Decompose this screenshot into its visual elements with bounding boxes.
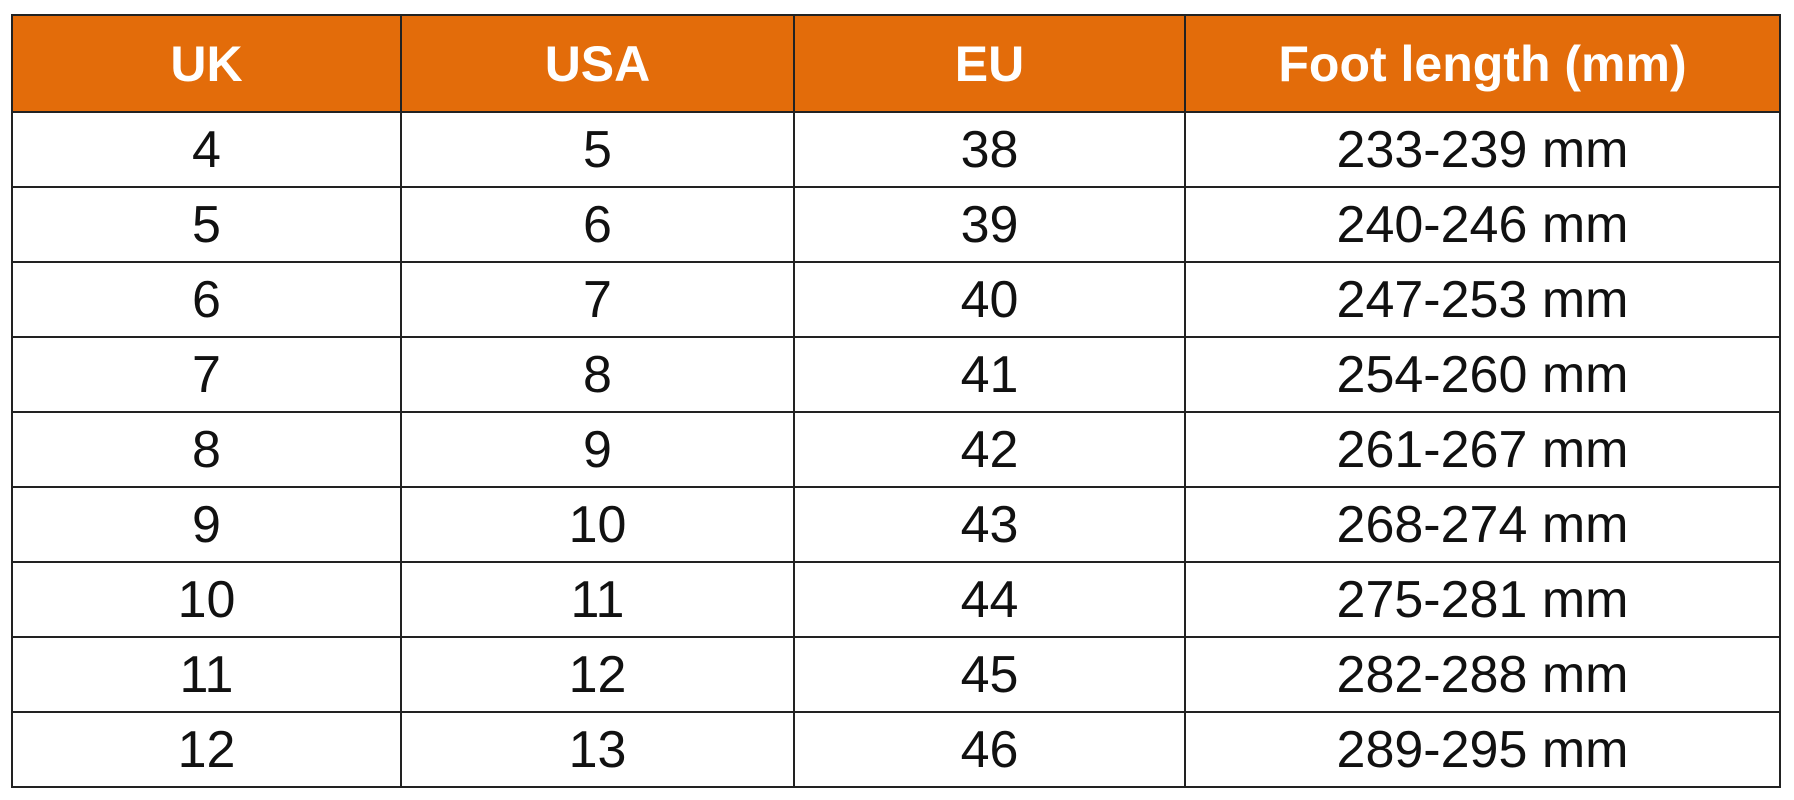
table-cell: 41 [793,336,1186,413]
header-row: UK USA EU Foot length (mm) [11,14,1781,113]
table-cell: 44 [793,561,1186,638]
header-cell: Foot length (mm) [1184,14,1781,113]
table-cell: 46 [793,711,1186,788]
table-cell: 6 [11,261,402,338]
table-cell: 261-267 mm [1184,411,1781,488]
table-cell: 45 [793,636,1186,713]
table-cell: 43 [793,486,1186,563]
table-row: 7 8 41 254-260 mm [11,336,1781,413]
table-cell: 233-239 mm [1184,111,1781,188]
table-cell: 5 [11,186,402,263]
table-body: 4 5 38 233-239 mm 5 6 39 240-246 mm 6 7 40 247-253 … [11,111,1781,788]
header-cell: EU [793,14,1186,113]
table-cell: 254-260 mm [1184,336,1781,413]
table-cell: 42 [793,411,1186,488]
header-cell: UK [11,14,402,113]
table-cell: 9 [11,486,402,563]
table-cell: 11 [400,561,795,638]
table-row: 4 5 38 233-239 mm [11,111,1781,188]
table-cell: 39 [793,186,1186,263]
table-row: 9 10 43 268-274 mm [11,486,1781,563]
table-cell: 5 [400,111,795,188]
table-cell: 289-295 mm [1184,711,1781,788]
table-cell: 12 [400,636,795,713]
table-cell: 275-281 mm [1184,561,1781,638]
table-row: 11 12 45 282-288 mm [11,636,1781,713]
table-cell: 7 [400,261,795,338]
table-cell: 268-274 mm [1184,486,1781,563]
table-cell: 38 [793,111,1186,188]
table-cell: 282-288 mm [1184,636,1781,713]
table-cell: 12 [11,711,402,788]
table-cell: 247-253 mm [1184,261,1781,338]
size-table: UK USA EU Foot length (mm) 4 5 38 233-239 mm 5 6… [11,14,1781,788]
table-cell: 9 [400,411,795,488]
table-cell: 11 [11,636,402,713]
table-row: 12 13 46 289-295 mm [11,711,1781,788]
table-cell: 8 [400,336,795,413]
table-cell: 240-246 mm [1184,186,1781,263]
table-cell: 6 [400,186,795,263]
table-row: 6 7 40 247-253 mm [11,261,1781,338]
table-cell: 4 [11,111,402,188]
table-cell: 40 [793,261,1186,338]
header-cell: USA [400,14,795,113]
table-cell: 10 [11,561,402,638]
table-row: 5 6 39 240-246 mm [11,186,1781,263]
table-cell: 10 [400,486,795,563]
table-row: 8 9 42 261-267 mm [11,411,1781,488]
table-cell: 7 [11,336,402,413]
table-cell: 8 [11,411,402,488]
table-cell: 13 [400,711,795,788]
table-row: 10 11 44 275-281 mm [11,561,1781,638]
